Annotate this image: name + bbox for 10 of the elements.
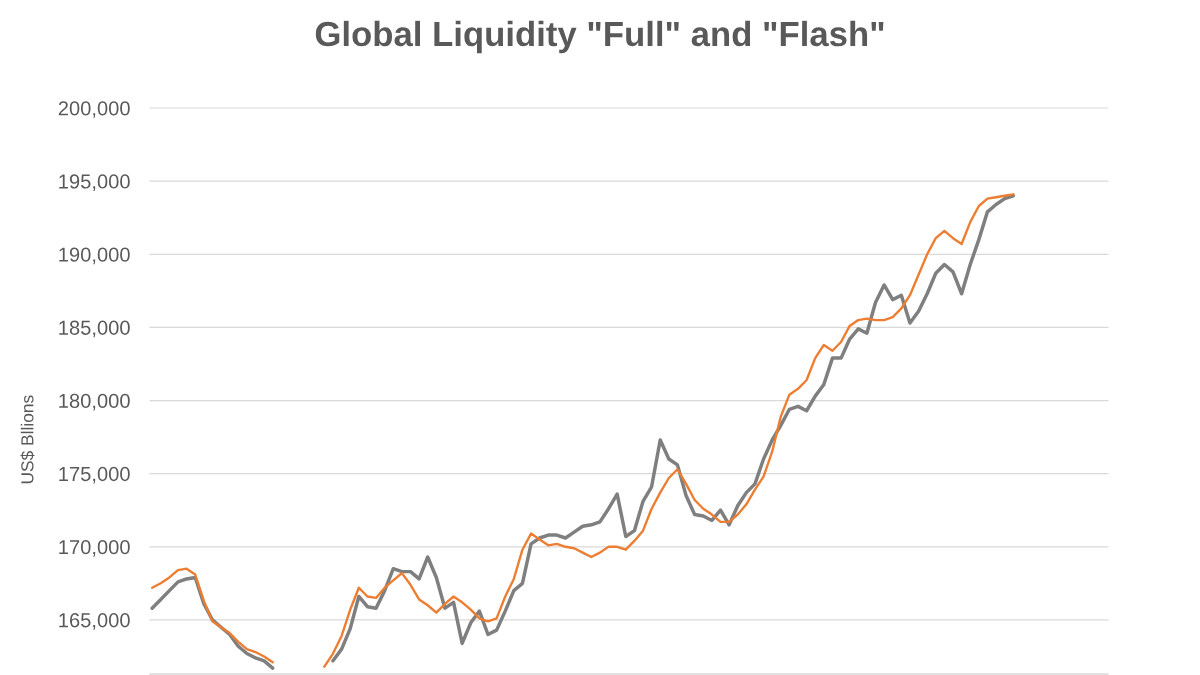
y-tick-label: 170,000 [59,539,130,557]
chart-title: Global Liquidity "Full" and "Flash" [315,20,884,54]
y-tick-label: 200,000 [58,101,130,118]
y-tick-label: 180,000 [59,393,130,411]
y-tick-label: 195,000 [59,174,130,191]
y-axis-title: US$ Bllions [20,395,35,484]
y-tick-label: 165,000 [59,613,130,630]
y-tick-label: 190,000 [59,247,130,265]
y-tick-label: 185,000 [59,320,130,338]
y-tick-label: 175,000 [59,466,130,484]
